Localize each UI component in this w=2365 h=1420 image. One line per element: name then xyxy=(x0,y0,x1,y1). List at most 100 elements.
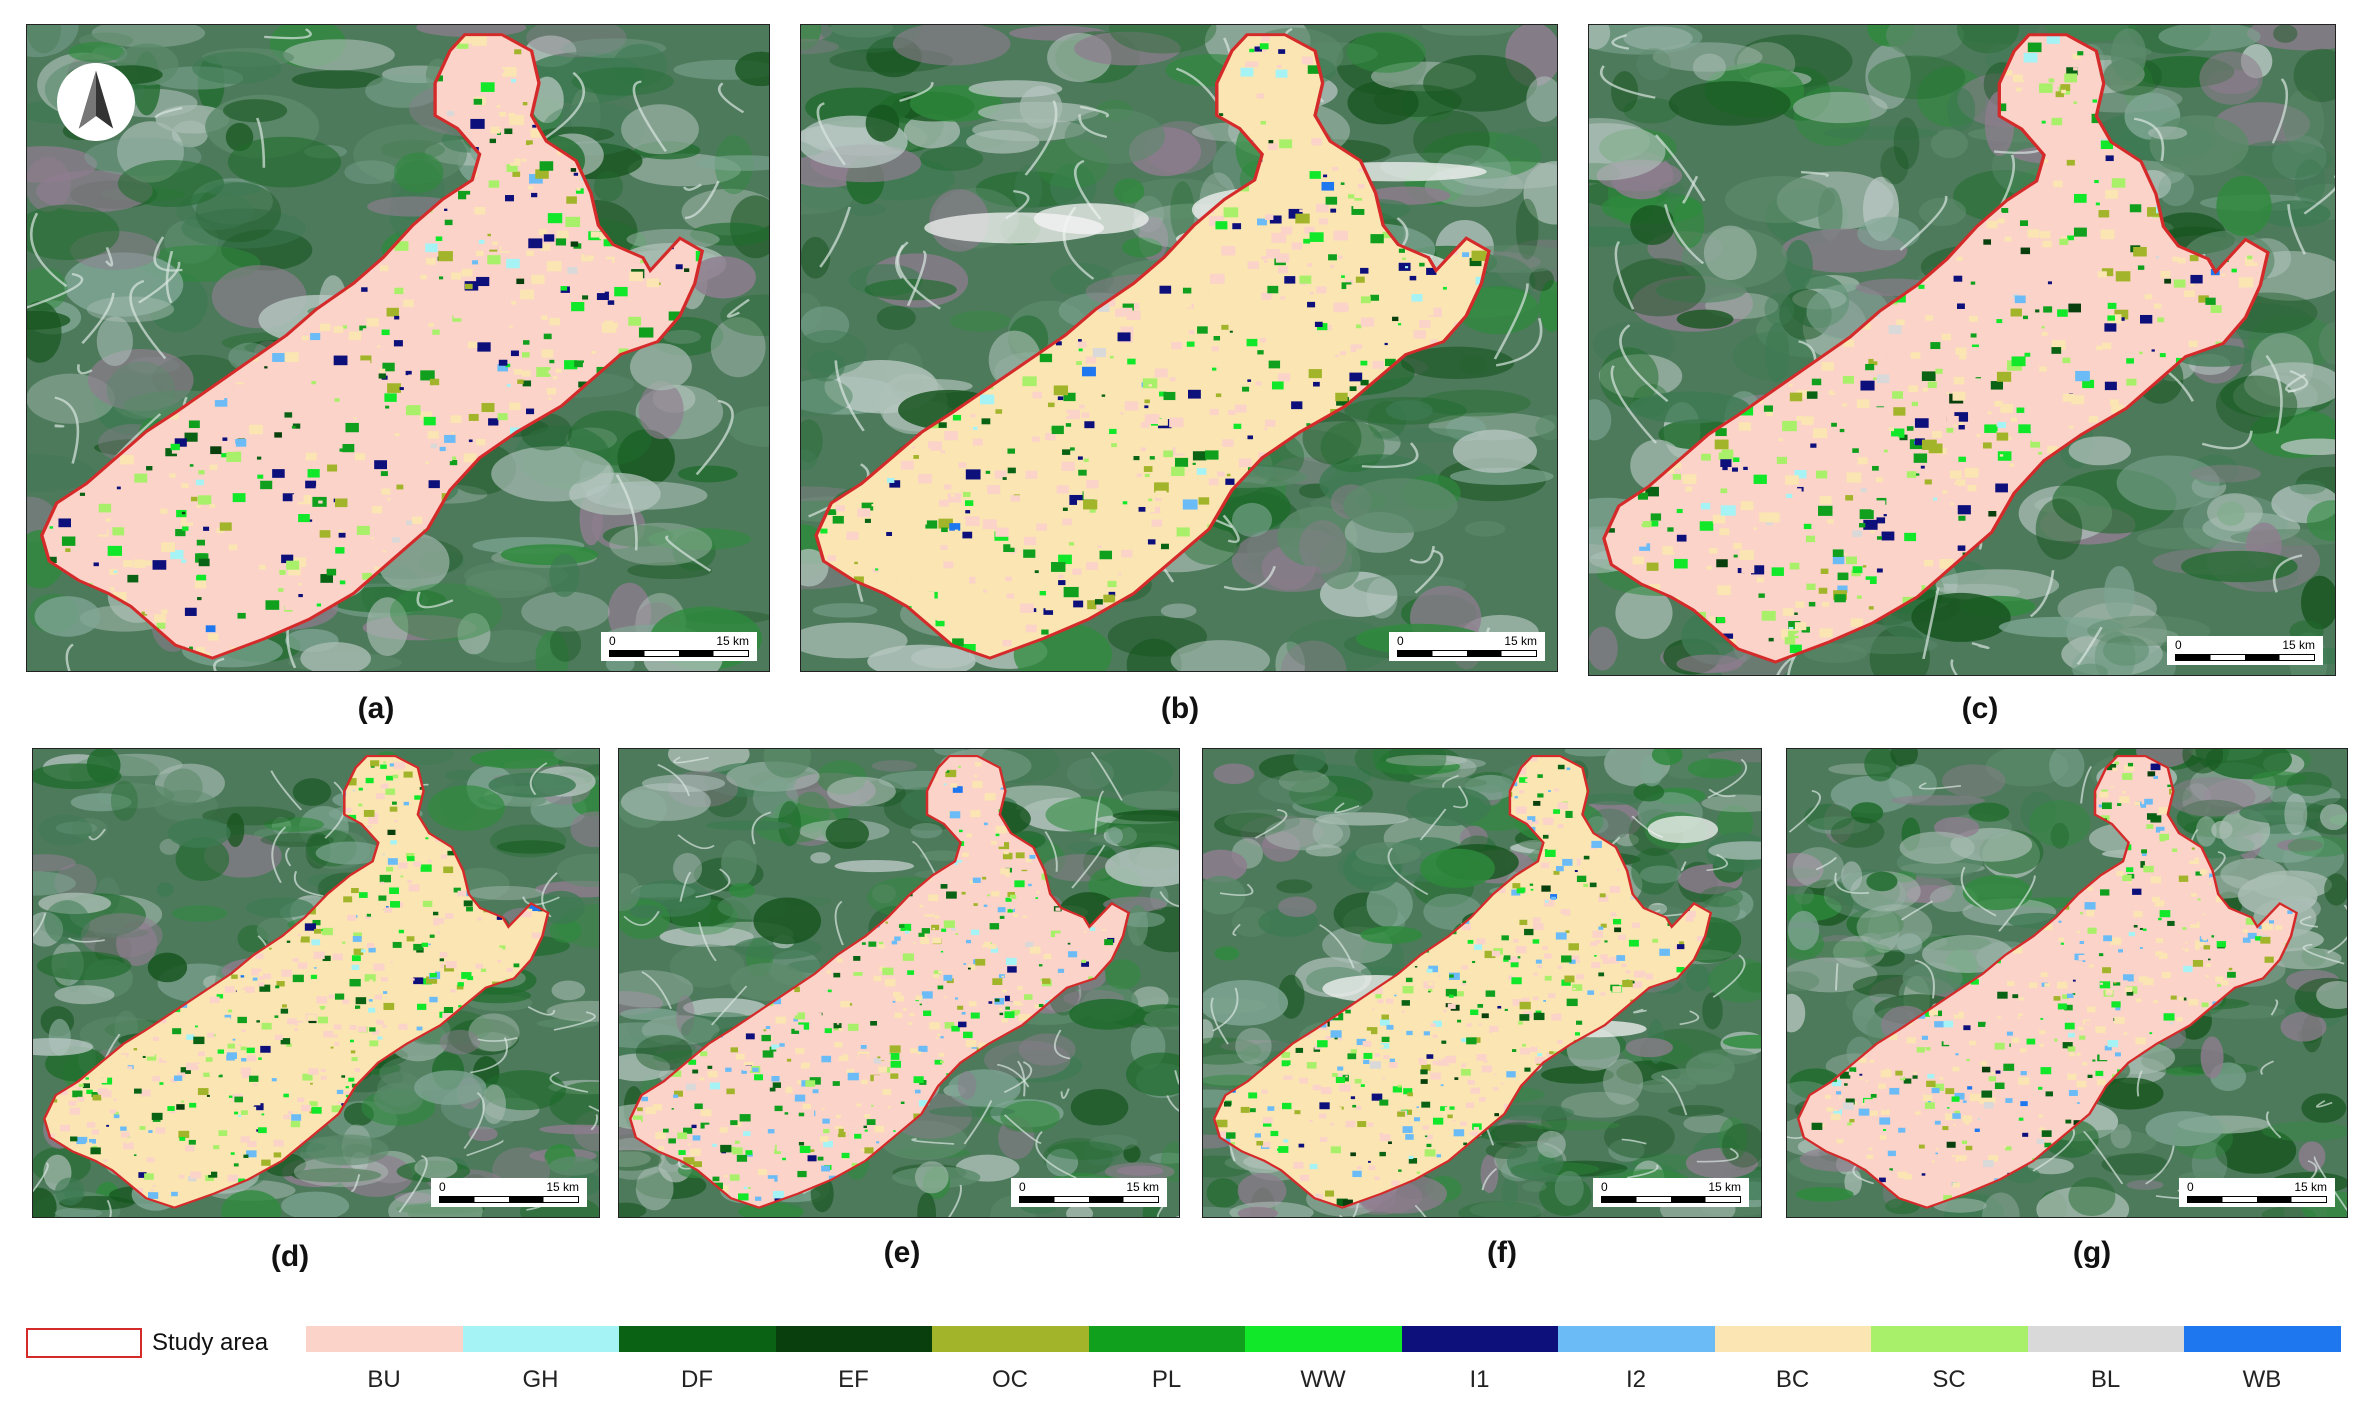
classified-pixel xyxy=(1063,392,1076,402)
classified-pixel xyxy=(1717,585,1731,596)
classified-pixel xyxy=(2133,246,2147,257)
classified-pixel xyxy=(1078,348,1083,352)
terrain-patch xyxy=(1400,346,1515,379)
classified-pixel xyxy=(2010,206,2021,214)
classified-pixel xyxy=(1925,315,1934,321)
classified-pixel xyxy=(1169,417,1184,428)
classified-pixel xyxy=(1209,408,1219,416)
classified-pixel xyxy=(2160,270,2171,278)
classified-pixel xyxy=(1221,324,1229,330)
classified-pixel xyxy=(1278,49,1286,54)
classified-pixel xyxy=(1976,434,1981,437)
classified-pixel xyxy=(1205,450,1219,460)
classified-pixel xyxy=(2018,424,2031,434)
classified-pixel xyxy=(2070,217,2084,226)
terrain-patch xyxy=(535,631,569,671)
terrain-patch xyxy=(801,38,840,55)
classified-pixel xyxy=(995,527,1009,537)
classified-pixel xyxy=(590,208,594,211)
classified-pixel xyxy=(1163,391,1176,401)
classified-pixel xyxy=(403,299,414,307)
terrain-patch xyxy=(291,70,383,89)
classified-pixel xyxy=(214,398,228,407)
classified-pixel xyxy=(529,144,539,151)
classified-pixel xyxy=(1217,380,1228,388)
terrain-patch xyxy=(1495,126,1557,162)
classified-pixel xyxy=(1316,203,1329,213)
classified-pixel xyxy=(956,575,970,585)
terrain-patch xyxy=(2300,575,2335,630)
classified-pixel xyxy=(220,633,225,636)
study-area-boundary xyxy=(40,33,705,660)
terrain-patch xyxy=(2149,115,2249,176)
classified-pixel xyxy=(328,546,334,550)
classified-pixel xyxy=(382,362,395,372)
classified-pixel xyxy=(1005,576,1012,582)
classified-pixel xyxy=(1712,514,1726,524)
classified-pixel xyxy=(1281,176,1291,183)
classified-pixel xyxy=(1290,322,1305,333)
valley-line xyxy=(717,82,745,114)
classified-pixel xyxy=(1706,491,1718,500)
classified-pixel xyxy=(1767,549,1783,560)
classified-pixel xyxy=(1808,601,1816,607)
classified-pixel xyxy=(2189,255,2199,262)
classified-pixel xyxy=(1700,502,1711,510)
terrain-patch xyxy=(491,446,614,502)
classified-pixel xyxy=(675,264,683,270)
classified-pixel xyxy=(292,502,298,506)
classified-pixel xyxy=(1994,211,2002,218)
terrain-patch xyxy=(470,629,551,663)
classified-pixel xyxy=(1715,428,1727,437)
classified-pixel xyxy=(1614,559,1623,565)
classified-pixel xyxy=(387,383,401,393)
classified-pixel xyxy=(473,328,482,335)
terrain-patch xyxy=(117,160,225,208)
classified-pixel xyxy=(1959,354,1967,360)
valley-line xyxy=(906,250,927,307)
classified-pixel xyxy=(205,625,216,633)
classified-pixel xyxy=(964,500,974,506)
classified-pixel xyxy=(1073,600,1084,608)
valley-line xyxy=(1223,565,1277,591)
classified-pixel xyxy=(153,614,166,623)
classified-pixel xyxy=(508,112,515,118)
classified-pixel xyxy=(1789,644,1802,654)
classified-pixel xyxy=(1313,381,1320,387)
classified-pixel xyxy=(521,370,531,377)
classified-pixel xyxy=(1392,316,1399,322)
classified-pixel xyxy=(2089,145,2093,148)
classified-pixel xyxy=(953,528,968,538)
classified-pixel xyxy=(1108,591,1116,597)
classified-pixel xyxy=(1140,422,1150,428)
classified-pixel xyxy=(1122,501,1128,505)
classified-pixel xyxy=(1672,473,1681,480)
classified-pixel xyxy=(284,412,293,418)
valley-line xyxy=(816,102,846,166)
terrain-patch xyxy=(865,104,900,142)
classified-pixel xyxy=(1788,630,1799,639)
classified-pixel xyxy=(871,504,875,507)
classified-pixel xyxy=(1906,426,1914,431)
classified-pixel xyxy=(1703,497,1712,503)
classified-pixel xyxy=(938,499,949,507)
classified-pixel xyxy=(1940,504,1950,511)
classified-pixel xyxy=(1284,276,1296,284)
classified-pixel xyxy=(2027,229,2040,238)
valley-line xyxy=(213,657,225,671)
classified-pixel xyxy=(2051,347,2062,354)
classified-pixel xyxy=(105,518,111,522)
classified-pixel xyxy=(1788,384,1793,387)
classified-pixel xyxy=(362,328,368,332)
classified-pixel xyxy=(1291,242,1302,250)
classified-pixel xyxy=(2012,74,2025,83)
classified-pixel xyxy=(536,367,551,377)
classified-pixel xyxy=(2055,91,2064,98)
classified-pixel xyxy=(1997,451,2012,461)
classified-pixel xyxy=(342,325,348,329)
classified-pixel xyxy=(1309,171,1321,179)
classified-pixel xyxy=(2017,331,2031,341)
classified-pixel xyxy=(1673,544,1684,552)
classified-pixel xyxy=(1330,208,1337,213)
classified-pixel xyxy=(2020,247,2031,255)
